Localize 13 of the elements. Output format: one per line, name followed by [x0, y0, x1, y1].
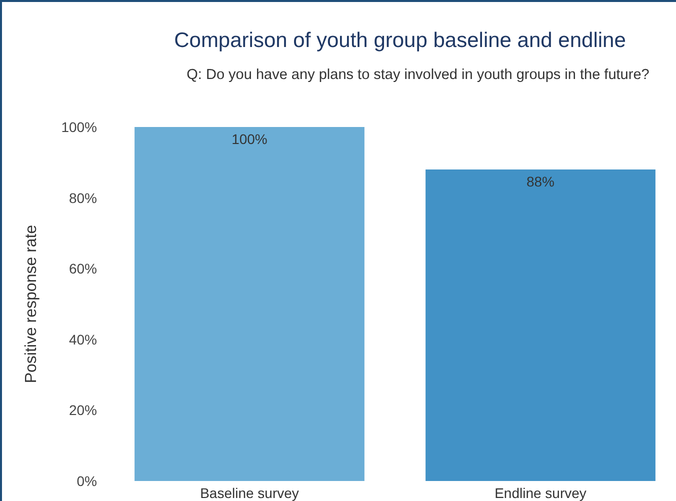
y-tick-label: 60%: [68, 260, 97, 277]
y-tick-label: 80%: [68, 190, 97, 206]
data-label: 100%: [232, 131, 268, 147]
y-tick-label: 100%: [61, 119, 97, 135]
y-tick-label: 40%: [68, 331, 97, 348]
x-tick-label: Endline survey: [494, 485, 586, 501]
chart-title: Comparison of youth group baseline and endline: [174, 29, 626, 52]
y-tick-label: 20%: [68, 402, 97, 418]
x-tick-label: Baseline survey: [200, 485, 299, 501]
y-axis-title: Positive response rate: [23, 224, 40, 384]
chart-subtitle: Q: Do you have any plans to stay involved in youth groups in the future?: [186, 67, 650, 83]
y-tick-label: 0%: [76, 473, 97, 489]
data-label: 88%: [526, 173, 555, 190]
